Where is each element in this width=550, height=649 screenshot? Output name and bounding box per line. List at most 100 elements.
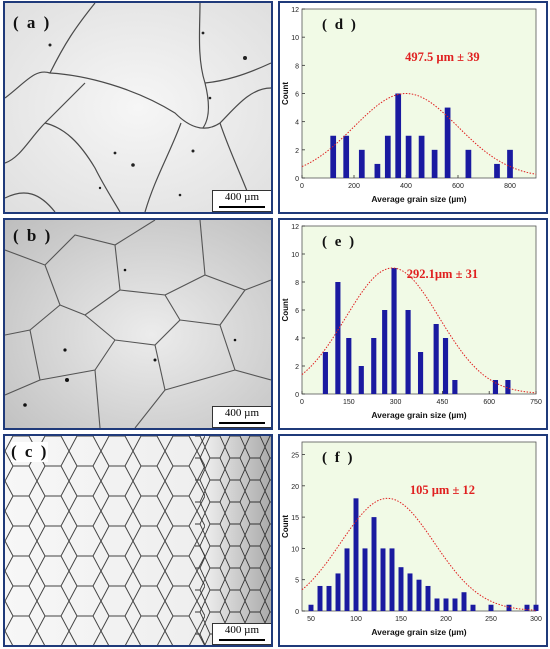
chart-f-bar [353, 498, 359, 611]
chart-f-bar [335, 573, 341, 611]
chart-e-ytick-label: 12 [291, 224, 299, 231]
panel-label-c: ( c ) [11, 442, 49, 462]
chart-f-bar [407, 573, 413, 611]
chart-f-xtick-label: 150 [395, 616, 407, 623]
chart-e-bar [335, 282, 341, 394]
chart-e-xtick-label: 150 [343, 399, 355, 406]
chart-e-xtick-label: 0 [300, 399, 304, 406]
scale-bar-line-a [219, 206, 265, 208]
chart-f-xtick-label: 300 [530, 616, 542, 623]
chart-d-ytick-label: 12 [291, 7, 299, 14]
chart-e-xtick-label: 750 [530, 399, 542, 406]
chart-d-bar [384, 135, 391, 178]
chart-f-bar [506, 604, 512, 611]
chart-d-panel-label: ( d ) [322, 17, 358, 33]
scale-bar-label-a: 400 µm [224, 191, 260, 203]
chart-d-annotation: 497.5 µm ± 39 [405, 50, 479, 64]
chart-e-ytick-label: 4 [295, 336, 299, 343]
chart-e-bar [346, 338, 352, 394]
chart-panel-f: 0 5 10 15 20 25 50 100 150 200 250 300 ( f ) 105 µm ±… [278, 434, 548, 647]
chart-f-bar [470, 604, 476, 611]
micrograph-b: ( b ) 400 µm [3, 218, 273, 430]
micrograph-b-image [5, 220, 271, 428]
chart-d-ytick-label: 8 [295, 63, 299, 70]
chart-panel-d: 0 2 4 6 8 10 12 0 200 400 600 800 ( d ) 497.5 µm ± 39… [278, 1, 548, 214]
chart-f-bar [416, 579, 422, 611]
chart-d-xtick-label: 400 [400, 183, 412, 190]
chart-e-ylabel: Count [281, 298, 290, 321]
chart-d-ytick-label: 0 [295, 176, 299, 183]
scale-bar-a: 400 µm [212, 190, 271, 212]
chart-d-fit-curve [301, 93, 537, 175]
chart-f-fit-curve [301, 497, 537, 611]
chart-f-xtick-label: 200 [440, 616, 452, 623]
chart-d-xlabel: Average grain size (µm) [371, 194, 466, 204]
chart-f-ytick-label: 15 [291, 515, 299, 522]
chart-f-bar [425, 585, 431, 611]
chart-d-bar [494, 163, 500, 178]
histogram-e: 0 2 4 6 8 10 12 0 150 300 450 600 750 ( e ) 292.1µm ± … [281, 224, 542, 420]
chart-e-bar [358, 366, 364, 394]
chart-e-xtick-label: 600 [483, 399, 495, 406]
chart-f-ytick-label: 0 [295, 609, 299, 616]
chart-d-xtick-label: 0 [300, 183, 304, 190]
chart-f-xtick-label: 250 [485, 616, 497, 623]
chart-f-bar [389, 548, 395, 611]
chart-d-bar [330, 135, 337, 178]
chart-d-ytick-label: 2 [295, 148, 299, 155]
chart-e-ytick-label: 0 [295, 392, 299, 399]
chart-e-bar [382, 310, 388, 394]
chart-f-bar [308, 604, 314, 611]
chart-d-bar [465, 149, 472, 178]
chart-d-bar [343, 135, 350, 178]
chart-e-bar [371, 338, 377, 394]
chart-d-bar [358, 149, 365, 178]
micrograph-c: ( c ) 400 µm [3, 434, 273, 647]
panel-label-b: ( b ) [13, 226, 53, 245]
chart-d-ytick-label: 6 [295, 92, 299, 99]
chart-e-bar [322, 352, 328, 394]
chart-e-xlabel: Average grain size (µm) [371, 410, 466, 420]
chart-f-xlabel: Average grain size (µm) [371, 627, 466, 637]
chart-f-ytick-label: 10 [291, 546, 299, 553]
chart-f-bar [461, 592, 467, 611]
chart-e-bar [442, 338, 449, 394]
scale-bar-line-b [219, 422, 265, 424]
chart-e-xtick-label: 450 [437, 399, 449, 406]
chart-f-bar [488, 604, 494, 611]
chart-e-fit-curve [301, 267, 537, 394]
chart-panel-e: 0 2 4 6 8 10 12 0 150 300 450 600 750 ( e ) 292.1µm ± … [278, 218, 548, 430]
scale-bar-c: 400 µm [212, 623, 271, 645]
chart-f-panel-label: ( f ) [322, 450, 355, 466]
chart-d-bar [374, 163, 381, 178]
histogram-d: 0 2 4 6 8 10 12 0 200 400 600 800 ( d ) 497.5 µm ± 39… [281, 7, 537, 204]
chart-f-bar [398, 567, 404, 611]
chart-e-bar [417, 352, 424, 394]
chart-e-annotation: 292.1µm ± 31 [407, 267, 478, 281]
chart-e-ytick-label: 6 [295, 308, 299, 315]
chart-e-bar [452, 380, 458, 394]
chart-f-xtick-label: 100 [350, 616, 362, 623]
chart-f-ytick-label: 20 [291, 484, 299, 491]
chart-e-ytick-label: 8 [295, 280, 299, 287]
chart-f-bar [371, 517, 377, 611]
micrograph-a: ( a ) 400 µm [3, 1, 273, 214]
chart-e-xtick-label: 300 [390, 399, 402, 406]
chart-f-ytick-label: 5 [295, 578, 299, 585]
chart-d-xtick-label: 200 [348, 183, 360, 190]
panel-label-a: ( a ) [13, 13, 52, 32]
chart-d-xtick-label: 800 [504, 183, 516, 190]
chart-e-bar [492, 380, 499, 394]
chart-f-bar [524, 604, 530, 611]
chart-f-ytick-label: 25 [291, 453, 299, 460]
chart-e-bar [433, 324, 439, 394]
micrograph-c-image [5, 436, 271, 645]
chart-d-bar [444, 107, 451, 178]
chart-e-bar [391, 268, 397, 394]
histogram-f: 0 5 10 15 20 25 50 100 150 200 250 300 ( f ) 105 µm ±… [281, 441, 542, 637]
chart-d-ytick-label: 4 [295, 120, 299, 127]
micrograph-a-image [5, 3, 271, 212]
chart-d-ylabel: Count [281, 82, 290, 105]
scale-bar-b: 400 µm [212, 406, 271, 428]
scale-bar-label-b: 400 µm [224, 407, 260, 419]
